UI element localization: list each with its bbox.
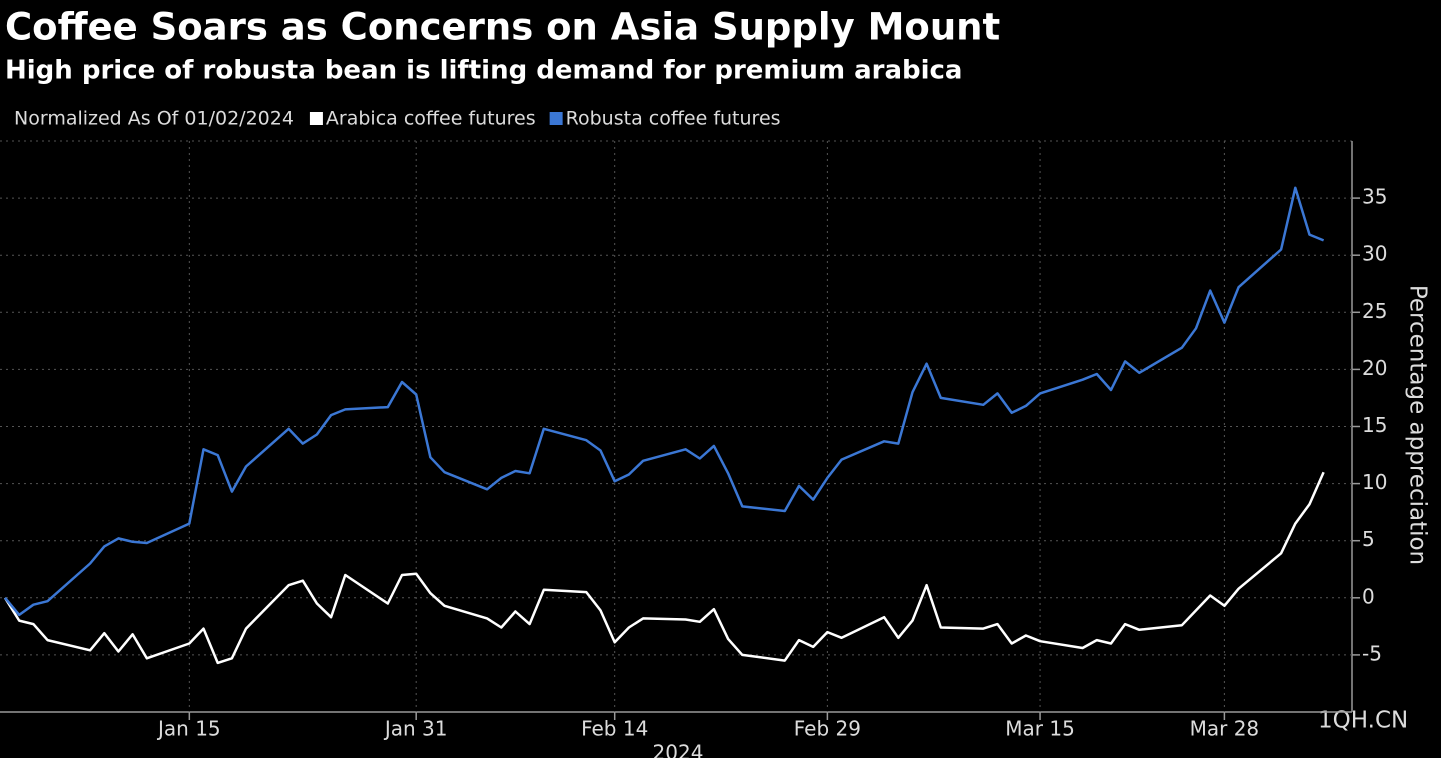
y-axis-label: Percentage appreciation (1405, 285, 1431, 565)
legend-label: Arabica coffee futures (326, 108, 536, 130)
x-tick-label: Feb 14 (581, 717, 648, 741)
series-line (3, 471, 1325, 665)
legend-title: Normalized As Of 01/02/2024 (14, 108, 294, 130)
y-tick-label: 35 (1362, 185, 1387, 209)
chart-title: Coffee Soars as Concerns on Asia Supply … (5, 6, 1000, 49)
x-tick-label: Jan 15 (156, 717, 221, 741)
y-tick-label: -5 (1362, 641, 1382, 665)
y-tick-label: 25 (1362, 299, 1387, 323)
x-tick-label: Feb 29 (794, 717, 861, 741)
legend-swatch (309, 112, 323, 125)
y-tick-label: 15 (1362, 413, 1387, 437)
x-axis-label: 2024 (653, 741, 704, 758)
legend-label: Robusta coffee futures (566, 108, 781, 130)
y-tick-label: 0 (1362, 584, 1375, 608)
series-line (4, 186, 1325, 617)
y-tick-label: 5 (1362, 527, 1375, 551)
chart-subtitle: High price of robusta bean is lifting de… (5, 56, 962, 86)
x-tick-label: Mar 15 (1005, 717, 1075, 741)
legend-swatch (549, 112, 563, 125)
y-tick-label: 30 (1362, 242, 1387, 266)
y-tick-label: 10 (1362, 470, 1387, 494)
x-tick-label: Mar 28 (1190, 717, 1260, 741)
y-tick-label: 20 (1362, 356, 1387, 380)
x-tick-label: Jan 31 (383, 717, 448, 741)
